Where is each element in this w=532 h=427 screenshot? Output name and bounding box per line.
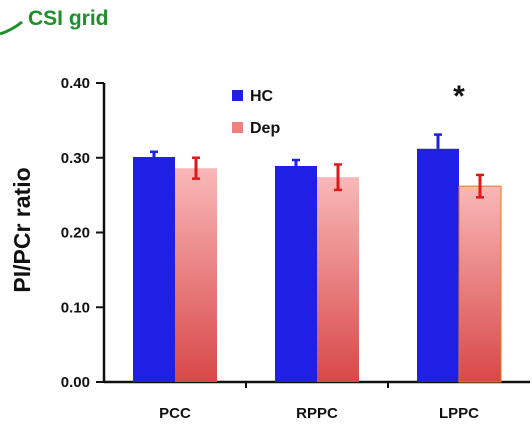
bar-hc-pcc (133, 157, 175, 382)
legend-swatch-dep (232, 122, 243, 133)
header-label: CSI grid (28, 7, 109, 30)
x-category-label: PCC (159, 405, 191, 422)
y-tick-label: 0.00 (61, 374, 90, 391)
legend-swatch-hc (232, 90, 243, 101)
bar-dep-pcc (175, 168, 217, 382)
y-axis-label: PI/PCr ratio (9, 167, 35, 292)
bar-dep-rppc (317, 177, 359, 382)
legend-label-hc: HC (250, 88, 274, 105)
x-category-label: RPPC (296, 405, 338, 422)
y-tick-label: 0.20 (61, 225, 90, 242)
header-arrow (0, 20, 23, 36)
x-category-label: LPPC (439, 405, 479, 422)
legend-label-dep: Dep (250, 120, 280, 137)
significance-asterisk: * (453, 80, 465, 113)
y-tick-label: 0.40 (61, 75, 90, 92)
y-tick-label: 0.10 (61, 299, 90, 316)
bar-hc-lppc (417, 148, 459, 382)
bar-dep-lppc (458, 185, 502, 383)
bar-hc-rppc (275, 165, 317, 382)
y-tick-label: 0.30 (61, 150, 90, 167)
